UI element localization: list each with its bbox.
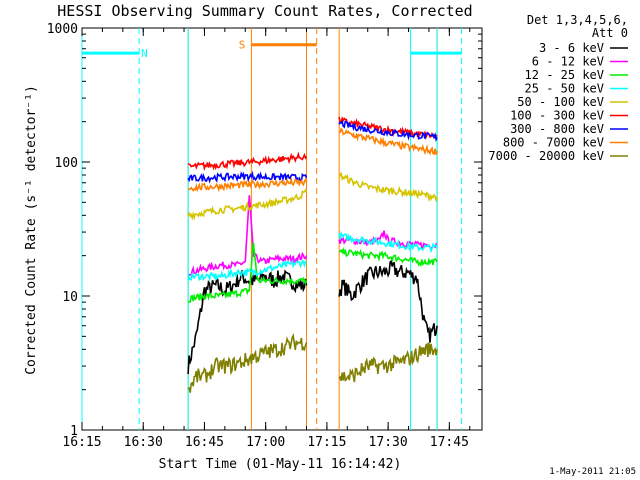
y-tick-label: 1000 bbox=[47, 22, 78, 37]
series-7000-20000-kev bbox=[187, 333, 438, 393]
x-axis: 16:15 16:30 16:45 17:00 17:15 17:30 17:45 bbox=[62, 28, 471, 450]
x-tick-label: 17:00 bbox=[246, 435, 285, 450]
legend-entry-label: 800 - 7000 keV bbox=[503, 136, 604, 150]
series-line bbox=[338, 120, 438, 143]
legend-title-line: Att 0 bbox=[592, 26, 628, 40]
y-tick-label: 100 bbox=[55, 156, 78, 171]
series-line bbox=[187, 333, 308, 393]
series-50-100-kev bbox=[187, 171, 438, 221]
legend-entry-label: 300 - 800 keV bbox=[510, 122, 604, 136]
flag-label: N bbox=[141, 47, 148, 60]
series-line bbox=[187, 195, 308, 277]
series-300-800-kev bbox=[187, 120, 438, 184]
series-line bbox=[338, 342, 438, 383]
series-line bbox=[338, 230, 438, 254]
x-tick-label: 17:30 bbox=[369, 435, 408, 450]
series-line bbox=[187, 242, 308, 303]
x-axis-label: Start Time (01-May-11 16:14:42) bbox=[159, 457, 402, 472]
series-3-6-kev bbox=[187, 259, 438, 375]
series-line bbox=[338, 259, 438, 343]
series-line bbox=[187, 170, 308, 184]
series-100-300-kev bbox=[187, 116, 438, 172]
plot-area: NS bbox=[81, 27, 483, 431]
series-line bbox=[338, 171, 438, 203]
series-line bbox=[338, 127, 438, 156]
series-6-12-kev bbox=[187, 195, 438, 277]
chart-title: HESSI Observing Summary Count Rates, Cor… bbox=[57, 2, 472, 20]
legend-entry-label: 25 - 50 keV bbox=[525, 82, 604, 96]
x-tick-label: 16:45 bbox=[185, 435, 224, 450]
y-tick-label: 10 bbox=[62, 290, 78, 305]
legend-entry-label: 12 - 25 keV bbox=[525, 68, 604, 82]
series-12-25-kev bbox=[187, 242, 438, 303]
x-tick-label: 16:30 bbox=[124, 435, 163, 450]
series-line bbox=[187, 188, 308, 221]
legend-entry-label: 6 - 12 keV bbox=[532, 55, 604, 69]
x-tick-label: 16:15 bbox=[62, 435, 101, 450]
series-line bbox=[338, 230, 438, 250]
series-line bbox=[338, 246, 438, 268]
legend-entry-label: 50 - 100 keV bbox=[517, 95, 604, 109]
x-tick-label: 17:45 bbox=[430, 435, 469, 450]
legend-title-line: Det 1,3,4,5,6, bbox=[527, 13, 628, 27]
series-line bbox=[338, 116, 438, 140]
flag-label: S bbox=[239, 39, 246, 52]
series-line bbox=[187, 151, 308, 172]
legend-entry-label: 7000 - 20000 keV bbox=[488, 149, 604, 163]
y-tick-label: 1 bbox=[70, 424, 78, 439]
legend-entry-label: 100 - 300 keV bbox=[510, 109, 604, 123]
y-axis: 1 10 100 1000 bbox=[47, 22, 482, 439]
legend-entry-label: 3 - 6 keV bbox=[539, 41, 604, 55]
x-tick-label: 17:15 bbox=[307, 435, 346, 450]
series-25-50-kev bbox=[187, 230, 438, 282]
y-axis-label: Corrected Count Rate (s⁻¹ detector⁻¹) bbox=[24, 85, 39, 375]
footer-date: 1-May-2011 21:05 bbox=[549, 467, 636, 477]
plot-frame bbox=[81, 27, 483, 431]
series-line bbox=[187, 259, 307, 282]
series-800-7000-kev bbox=[188, 127, 438, 193]
series-line bbox=[188, 176, 308, 193]
series-line bbox=[187, 269, 308, 375]
